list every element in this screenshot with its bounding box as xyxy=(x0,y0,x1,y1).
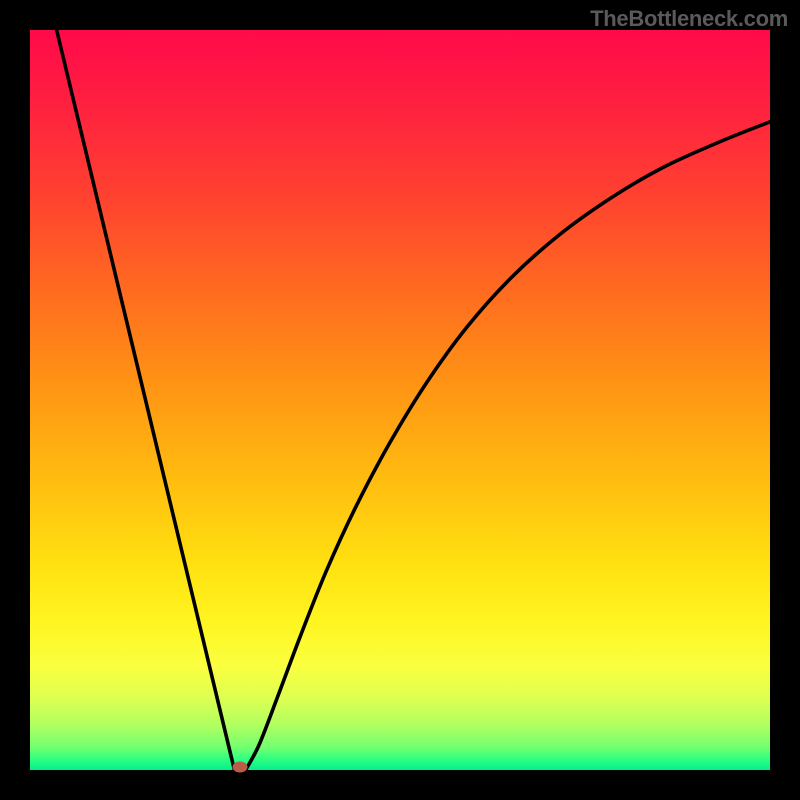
minimum-marker xyxy=(233,762,248,773)
plot-area xyxy=(30,30,770,770)
watermark-text: TheBottleneck.com xyxy=(590,6,788,32)
curve-path xyxy=(57,30,770,769)
chart-container: TheBottleneck.com xyxy=(0,0,800,800)
curve xyxy=(30,30,770,770)
